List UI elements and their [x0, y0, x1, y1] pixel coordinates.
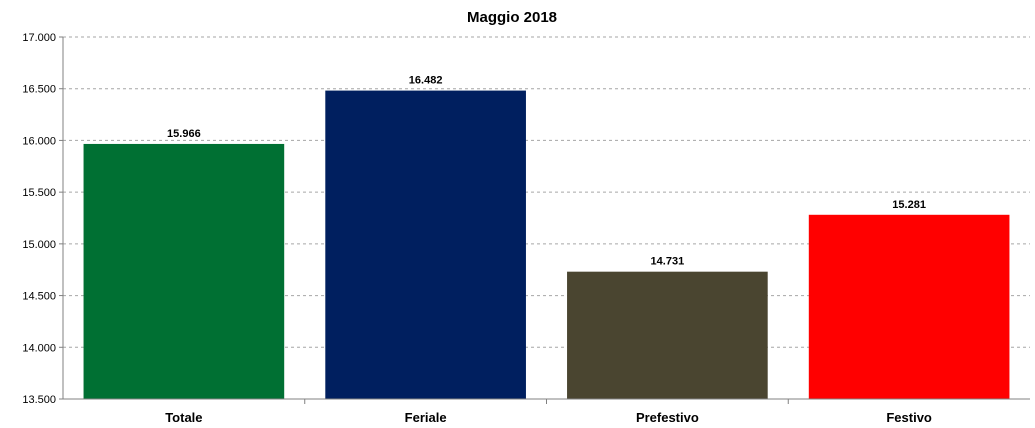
x-axis-ticks: Totale Feriale Prefestivo Festivo [165, 399, 932, 425]
y-tick-label: 15.500 [22, 187, 56, 199]
bar-festivo [808, 214, 1010, 399]
x-tick-label: Festivo [886, 410, 932, 425]
y-axis-ticks: 13.500 14.000 14.500 15.000 15.500 16.000 16.5… [22, 32, 63, 406]
data-label: 14.731 [651, 256, 685, 268]
bar-prefestivo [567, 271, 768, 399]
chart-title: Maggio 2018 [467, 9, 557, 26]
bar-feriale [325, 90, 526, 400]
x-tick-label: Feriale [405, 410, 447, 425]
data-label: 15.966 [167, 128, 201, 140]
x-tick-label: Totale [165, 410, 202, 425]
y-tick-label: 14.000 [22, 342, 56, 354]
data-label: 15.281 [892, 199, 926, 211]
data-label: 16.482 [409, 75, 443, 87]
y-tick-label: 13.500 [22, 394, 56, 406]
y-tick-label: 16.000 [22, 135, 56, 147]
y-tick-label: 17.000 [22, 32, 56, 44]
y-tick-label: 15.000 [22, 239, 56, 251]
x-tick-label: Prefestivo [636, 410, 699, 425]
y-tick-label: 16.500 [22, 84, 56, 96]
y-tick-label: 14.500 [22, 291, 56, 303]
bar-totale [83, 143, 285, 399]
data-labels: 15.966 16.482 14.731 15.281 [167, 75, 926, 268]
bars [83, 90, 1010, 400]
